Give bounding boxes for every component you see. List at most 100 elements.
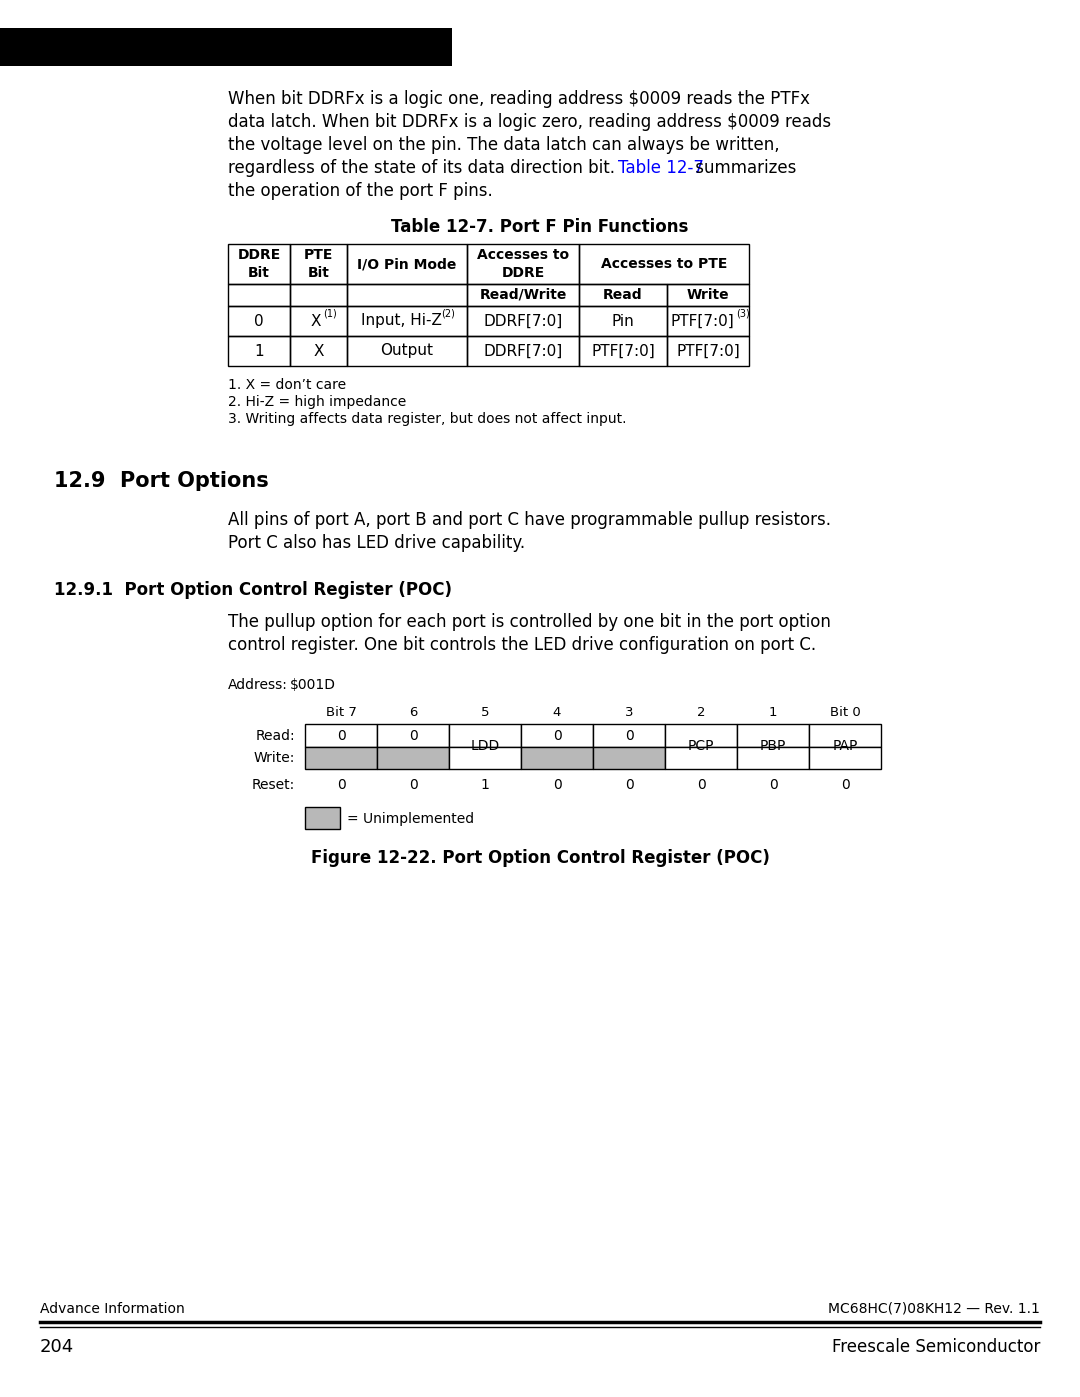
Text: I/O Pin Mode: I/O Pin Mode [357,257,457,271]
Bar [449,747,521,768]
Bar [809,724,881,747]
Bar [305,807,340,828]
Bar [228,284,291,306]
Text: When bit DDRFx is a logic one, reading address $0009 reads the PTFx: When bit DDRFx is a logic one, reading a… [228,89,810,108]
Text: Port C also has LED drive capability.: Port C also has LED drive capability. [228,534,525,552]
Text: 5: 5 [481,705,489,718]
Bar [228,337,291,366]
Text: 12.9  Port Options: 12.9 Port Options [54,471,269,490]
Text: control register. One bit controls the LED drive configuration on port C.: control register. One bit controls the L… [228,636,816,654]
Text: Table 12-7: Table 12-7 [618,159,704,177]
Text: 0: 0 [624,778,633,792]
Text: MC68HC(7)08KH12 — Rev. 1.1: MC68HC(7)08KH12 — Rev. 1.1 [828,1302,1040,1316]
Bar [305,747,377,768]
Text: Figure 12-22. Port Option Control Register (POC): Figure 12-22. Port Option Control Regist… [311,849,769,868]
Text: PTF[7:0]: PTF[7:0] [676,344,740,359]
Text: DDRF[7:0]: DDRF[7:0] [484,344,563,359]
Text: Address:: Address: [228,678,288,692]
Text: X: X [310,313,321,328]
Bar [347,284,467,306]
Text: 1: 1 [769,705,778,718]
Text: 3: 3 [624,705,633,718]
Text: Read: Read [604,288,643,302]
Text: The pullup option for each port is controlled by one bit in the port option: The pullup option for each port is contr… [228,613,831,631]
Bar [665,747,737,768]
Text: 0: 0 [337,728,346,742]
Bar [347,244,467,284]
Text: DDRF[7:0]: DDRF[7:0] [484,313,563,328]
Text: the operation of the port F pins.: the operation of the port F pins. [228,182,492,200]
Text: regardless of the state of its data direction bit.: regardless of the state of its data dire… [228,159,620,177]
Text: 0: 0 [697,778,705,792]
Bar [0,28,453,66]
Bar [347,306,467,337]
Text: Read/Write: Read/Write [480,288,567,302]
Bar [467,244,579,284]
Bar [305,724,377,747]
Text: Write:: Write: [254,752,295,766]
Bar [665,724,737,747]
Text: Pin: Pin [611,313,634,328]
Text: Bit 0: Bit 0 [829,705,861,718]
Text: 0: 0 [769,778,778,792]
Text: PAP: PAP [833,739,858,753]
Text: X: X [313,344,324,359]
Text: PTE
Bit: PTE Bit [303,249,334,279]
Text: Accesses to
DDRE: Accesses to DDRE [477,249,569,279]
Bar [667,337,750,366]
Text: 2. Hi-Z = high impedance: 2. Hi-Z = high impedance [228,395,406,409]
Text: = Unimplemented: = Unimplemented [347,812,474,826]
Text: Bit 7: Bit 7 [325,705,356,718]
Bar [579,284,667,306]
Bar [449,724,521,747]
Text: LDD: LDD [471,739,500,753]
Bar [737,724,809,747]
Text: the voltage level on the pin. The data latch can always be written,: the voltage level on the pin. The data l… [228,136,780,154]
Text: (2): (2) [441,309,455,319]
Text: PCP: PCP [688,739,714,753]
Text: 204: 204 [40,1338,75,1356]
Bar [579,306,667,337]
Bar [291,244,347,284]
Text: Write: Write [687,288,729,302]
Bar [291,284,347,306]
Text: PTF[7:0]: PTF[7:0] [591,344,654,359]
Bar [593,724,665,747]
Text: Output: Output [380,344,433,359]
Bar [667,284,750,306]
Text: 1: 1 [254,344,264,359]
Bar [467,306,579,337]
Bar [521,724,593,747]
Bar [467,337,579,366]
Text: 0: 0 [337,778,346,792]
Bar [228,244,291,284]
Text: Read:: Read: [255,728,295,742]
Bar [291,337,347,366]
Text: 1. X = don’t care: 1. X = don’t care [228,379,346,393]
Text: 0: 0 [553,778,562,792]
Bar [809,747,881,768]
Text: 12.9.1  Port Option Control Register (POC): 12.9.1 Port Option Control Register (POC… [54,581,453,599]
Text: Advance Information: Advance Information [40,1302,185,1316]
Bar [579,337,667,366]
Text: 0: 0 [553,728,562,742]
Bar [377,724,449,747]
Text: Reset:: Reset: [252,778,295,792]
Text: (1): (1) [324,309,337,319]
Text: 0: 0 [408,728,417,742]
Text: 3. Writing affects data register, but does not affect input.: 3. Writing affects data register, but do… [228,412,626,426]
Bar [593,747,665,768]
Bar [347,337,467,366]
Bar [467,284,579,306]
Text: Table 12-7. Port F Pin Functions: Table 12-7. Port F Pin Functions [391,218,689,236]
Text: PBP: PBP [760,739,786,753]
Text: 0: 0 [254,313,264,328]
Bar [377,747,449,768]
Text: (3): (3) [735,309,750,319]
Text: Freescale Semiconductor: Freescale Semiconductor [832,1338,1040,1356]
Text: $001D: $001D [291,678,336,692]
Text: 0: 0 [840,778,849,792]
Text: PTF[7:0]: PTF[7:0] [670,313,734,328]
Text: DDRE
Bit: DDRE Bit [238,249,281,279]
Bar [521,747,593,768]
